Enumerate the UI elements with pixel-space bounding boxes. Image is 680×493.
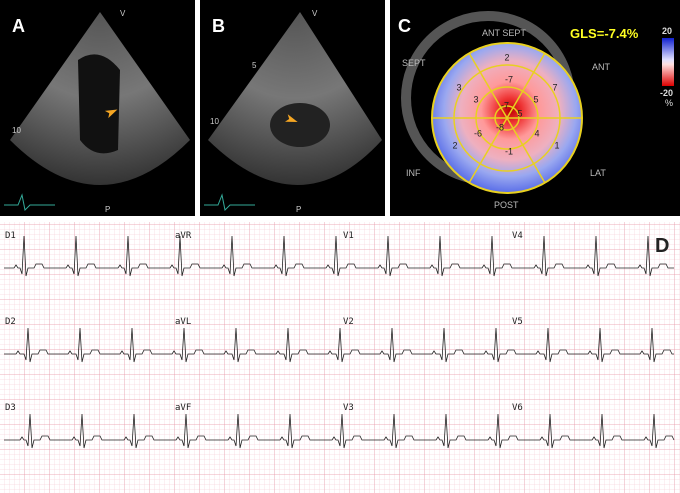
echo-mark: 5 — [252, 61, 257, 70]
echo-mark: 10 — [12, 126, 21, 135]
wall-label: ANT SEPT — [482, 28, 526, 38]
lead-label: V6 — [512, 403, 523, 413]
lead-label: D2 — [5, 317, 16, 327]
lead-label: aVF — [175, 403, 191, 413]
lead-label: D3 — [5, 403, 16, 413]
ecg-trace — [4, 327, 674, 363]
color-bar — [662, 38, 674, 86]
lead-label: V4 — [512, 231, 523, 241]
ecg-strip — [4, 193, 55, 212]
panel-label: A — [12, 16, 25, 36]
echo-sector — [208, 12, 382, 185]
panel-label: D — [655, 235, 669, 257]
segment-value: 5 — [517, 108, 522, 118]
wall-label: SEPT — [402, 58, 426, 68]
echo-mark: V — [120, 9, 126, 18]
arrow — [284, 114, 298, 123]
segment-value: 2 — [452, 140, 457, 150]
arrow — [104, 109, 118, 119]
segment-value: 7 — [552, 82, 557, 92]
echo-mark: 10 — [210, 117, 219, 126]
wall-label: LAT — [590, 168, 606, 178]
lead-label: V5 — [512, 317, 523, 327]
wall-label: INF — [406, 168, 421, 178]
panel-label: B — [212, 16, 225, 36]
echo-mark: P — [105, 205, 110, 214]
segment-value: -6 — [474, 128, 482, 138]
lead-label: V1 — [343, 231, 354, 241]
panel-label: C — [398, 16, 411, 36]
segment-value: 3 — [473, 94, 478, 104]
scale-max: 20 — [662, 26, 672, 36]
segment-lines — [432, 52, 582, 184]
segment-value: 3 — [456, 82, 461, 92]
wall-label: POST — [494, 200, 519, 210]
cavity — [78, 54, 120, 154]
scale-unit: % — [665, 98, 673, 108]
gls: GLS=-7.4% — [570, 26, 639, 41]
wall-label: ANT — [592, 62, 611, 72]
segment-value: -7 — [501, 100, 509, 110]
lead-label: V2 — [343, 317, 354, 327]
segment-value: 1 — [554, 140, 559, 150]
echo-mark: P — [296, 205, 301, 214]
segment-value: 5 — [533, 94, 538, 104]
segment-value: 2 — [504, 52, 509, 62]
ecg-paper — [0, 222, 680, 493]
ecg-trace — [4, 413, 675, 449]
segment-value: 4 — [534, 128, 539, 138]
segment-value: -8 — [496, 122, 504, 132]
echo-mark: V — [312, 9, 318, 18]
cavity — [270, 103, 330, 147]
lead-label: aVR — [175, 231, 192, 241]
ecg-strip — [204, 193, 255, 212]
scale-min: -20 — [660, 88, 673, 98]
segment-value: -1 — [505, 146, 513, 156]
ecg-trace — [4, 235, 674, 277]
lead-label: aVL — [175, 317, 191, 327]
lead-label: V3 — [343, 403, 354, 413]
segment-value: -7 — [505, 74, 513, 84]
lead-label: D1 — [5, 231, 16, 241]
